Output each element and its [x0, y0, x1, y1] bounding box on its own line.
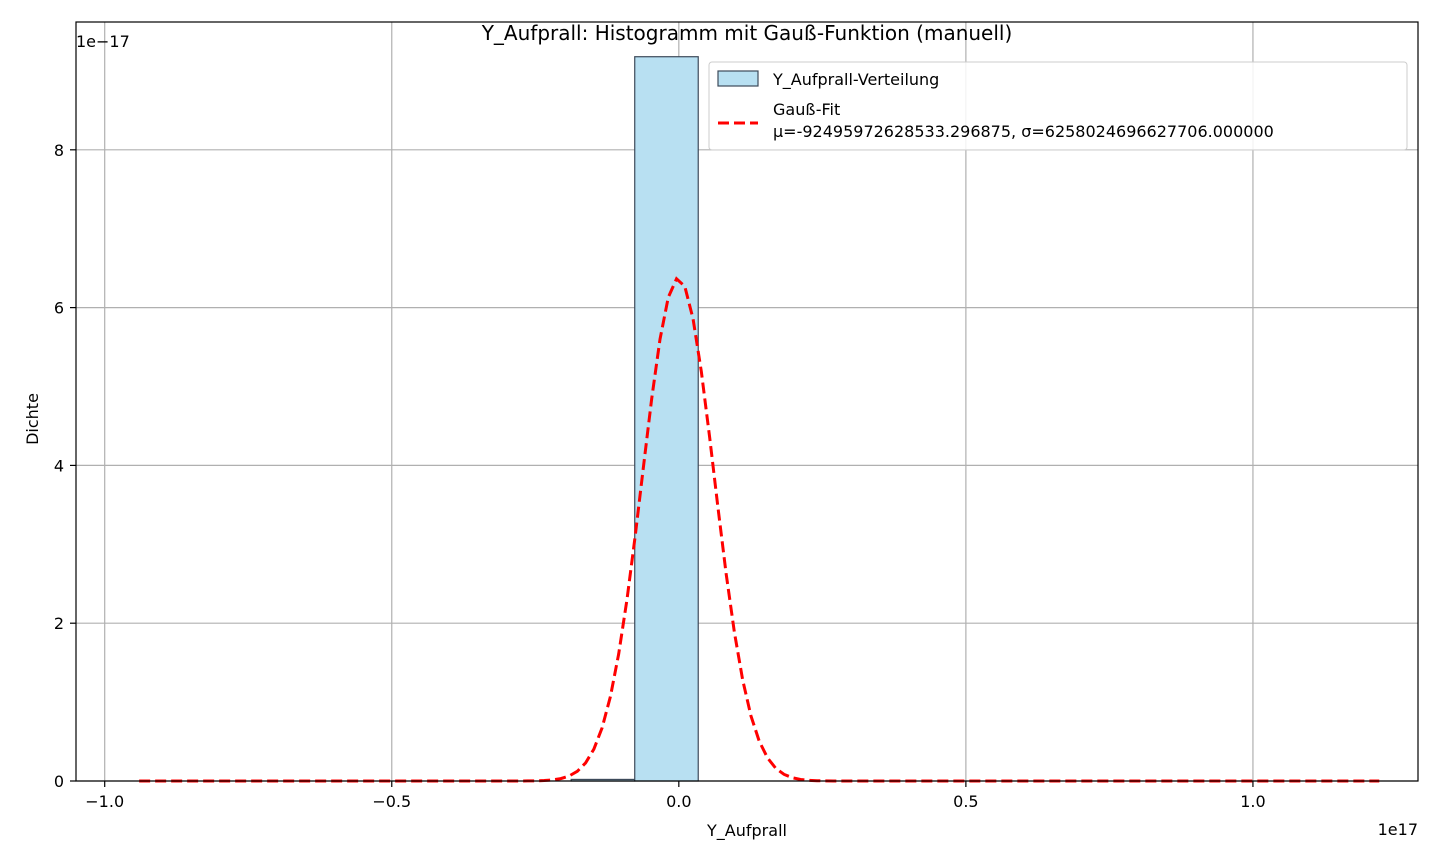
- x-tick-label: −0.5: [372, 792, 411, 811]
- legend: Y_Aufprall-Verteilung Gauß-Fit μ=-924959…: [708, 61, 1408, 151]
- y-axis-label: Dichte: [23, 393, 42, 445]
- legend-label-histogram: Y_Aufprall-Verteilung: [772, 70, 939, 90]
- y-offset-label: 1e−17: [76, 32, 130, 51]
- chart-title: Y_Aufprall: Histogramm mit Gauß-Funktion…: [481, 21, 1013, 45]
- legend-box: [708, 61, 1408, 151]
- x-tick-label: −1.0: [85, 792, 124, 811]
- legend-swatch-histogram: [717, 70, 759, 87]
- y-tick-label: 8: [54, 141, 64, 160]
- y-tick-label: 4: [54, 456, 64, 475]
- x-tick-label: 1.0: [1240, 792, 1265, 811]
- y-tick-label: 6: [54, 299, 64, 318]
- x-axis-label: Y_Aufprall: [706, 821, 787, 841]
- y-axis-ticks: 0 2 4 6 8: [54, 141, 76, 791]
- x-axis-ticks: −1.0 −0.5 0.0 0.5 1.0: [85, 781, 1266, 811]
- x-offset-label: 1e17: [1378, 820, 1418, 839]
- plot-frame: [75, 21, 1419, 782]
- x-tick-label: 0.0: [666, 792, 691, 811]
- legend-label-gauss-params: μ=-92495972628533.296875, σ=625802469662…: [773, 122, 1274, 141]
- legend-label-gauss: Gauß-Fit: [773, 100, 840, 119]
- y-tick-label: 0: [54, 772, 64, 791]
- y-tick-label: 2: [54, 614, 64, 633]
- histogram-bar: [634, 56, 699, 782]
- x-tick-label: 0.5: [953, 792, 978, 811]
